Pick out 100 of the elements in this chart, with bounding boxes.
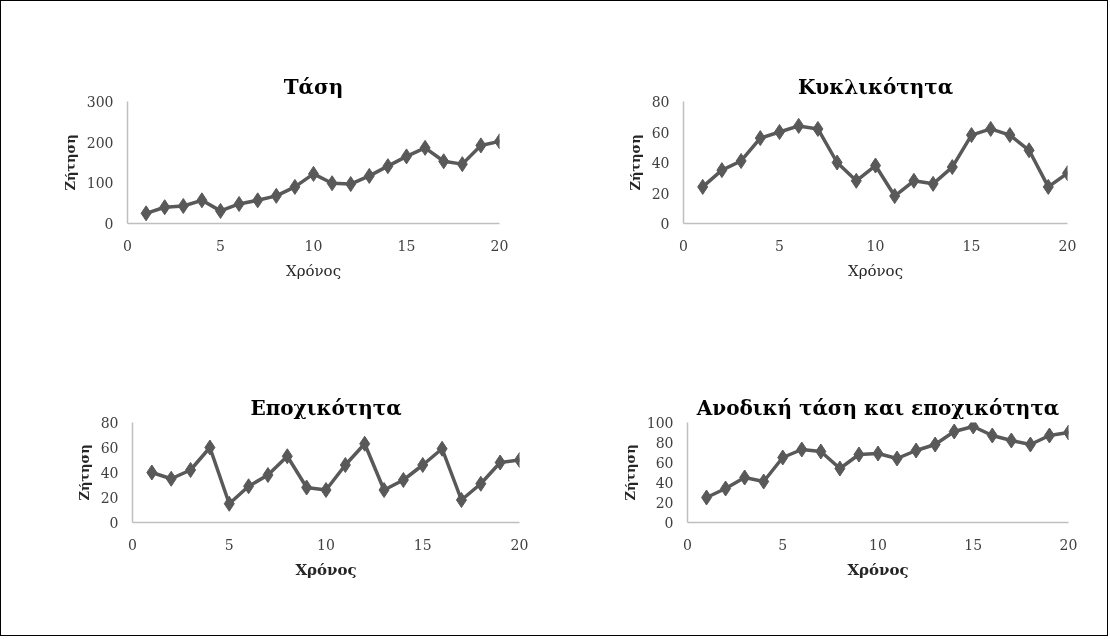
point	[378, 482, 390, 498]
point	[146, 464, 158, 481]
x-axis-title: Χρόνος	[847, 261, 904, 280]
point	[320, 482, 332, 498]
x-tick-label: 15	[964, 536, 983, 553]
y-tick-label: 80	[655, 435, 674, 451]
y-tick-label: 20	[655, 495, 674, 511]
point	[270, 187, 282, 204]
x-tick-label: 15	[962, 237, 981, 254]
point	[754, 130, 766, 147]
point	[910, 442, 922, 459]
y-tick-label: 40	[651, 155, 670, 171]
x-tick-label: 0	[683, 536, 692, 553]
x-tick-label: 20	[490, 237, 509, 254]
y-tick-label: 20	[100, 490, 119, 506]
x-axis-title: Χρόνος	[285, 261, 342, 280]
point	[1005, 432, 1017, 449]
y-tick-label: 300	[86, 94, 114, 110]
point	[1023, 142, 1035, 159]
point	[397, 472, 409, 488]
point	[985, 120, 997, 137]
y-tick-label: 80	[651, 94, 670, 110]
point	[720, 480, 732, 497]
point	[812, 120, 824, 137]
y-axis-title: Ζήτηση	[627, 134, 643, 191]
x-tick-label: 10	[869, 536, 887, 553]
y-tick-label: 0	[109, 515, 119, 531]
x-tick-label: 0	[123, 237, 132, 254]
point	[1042, 178, 1054, 195]
y-tick-label: 0	[660, 216, 670, 232]
point	[326, 175, 338, 192]
chart-title: Ανοδική τάση και εποχικότητα	[695, 395, 1060, 420]
y-tick-label: 100	[646, 415, 674, 431]
point	[716, 162, 728, 179]
point	[850, 172, 862, 189]
point	[177, 198, 189, 215]
point	[475, 475, 487, 492]
point	[289, 178, 301, 195]
point	[140, 205, 152, 222]
x-axis-title: Χρόνος	[847, 560, 909, 579]
point	[929, 436, 941, 453]
x-tick-label: 10	[304, 237, 323, 254]
point	[815, 443, 827, 460]
x-axis-title: Χρόνος	[295, 560, 357, 579]
y-tick-label: 0	[664, 515, 674, 531]
point	[1043, 427, 1055, 444]
point	[891, 450, 903, 467]
y-tick-label: 100	[86, 175, 114, 192]
point	[1024, 436, 1036, 453]
x-tick-label: 5	[224, 536, 234, 553]
x-tick-label: 15	[413, 536, 432, 553]
point	[456, 156, 468, 173]
y-tick-label: 60	[651, 124, 670, 141]
x-tick-label: 5	[775, 237, 784, 254]
y-tick-label: 60	[100, 440, 119, 456]
y-axis-title: Ζήτηση	[622, 444, 638, 501]
point	[853, 446, 865, 463]
point	[834, 460, 846, 477]
y-tick-label: 40	[100, 465, 119, 481]
point	[946, 159, 958, 176]
point	[438, 153, 450, 170]
point	[419, 139, 431, 156]
chart-title: Κυκλικότητα	[797, 74, 954, 99]
y-tick-label: 0	[104, 216, 114, 232]
point	[345, 176, 357, 193]
point	[948, 423, 960, 440]
chart-title: Εποχικότητα	[250, 395, 402, 420]
x-tick-label: 20	[510, 536, 529, 553]
point	[243, 478, 255, 495]
point	[494, 454, 506, 471]
y-tick-label: 200	[86, 134, 114, 151]
point	[252, 192, 264, 209]
point	[967, 422, 979, 435]
point	[1004, 127, 1016, 144]
point	[739, 469, 751, 486]
point	[831, 154, 843, 171]
x-tick-label: 20	[1058, 237, 1077, 254]
x-tick-label: 5	[216, 237, 225, 254]
point	[359, 435, 371, 452]
x-tick-label: 10	[317, 536, 335, 553]
point	[793, 117, 805, 134]
point	[986, 427, 998, 444]
x-tick-label: 20	[1059, 536, 1078, 553]
point	[697, 178, 709, 195]
point	[204, 439, 216, 456]
point	[185, 462, 197, 478]
point	[927, 175, 939, 192]
y-tick-label: 40	[655, 475, 674, 491]
y-axis-title: Ζήτηση	[62, 134, 78, 191]
point	[701, 489, 713, 506]
x-tick-label: 0	[128, 536, 137, 553]
point	[777, 449, 789, 466]
point	[758, 473, 770, 490]
x-tick-label: 15	[397, 237, 416, 254]
y-tick-label: 20	[651, 185, 670, 202]
point	[363, 167, 375, 184]
chart-title: Τάση	[283, 74, 344, 99]
point	[382, 158, 394, 175]
point	[436, 440, 448, 457]
point	[281, 448, 293, 465]
